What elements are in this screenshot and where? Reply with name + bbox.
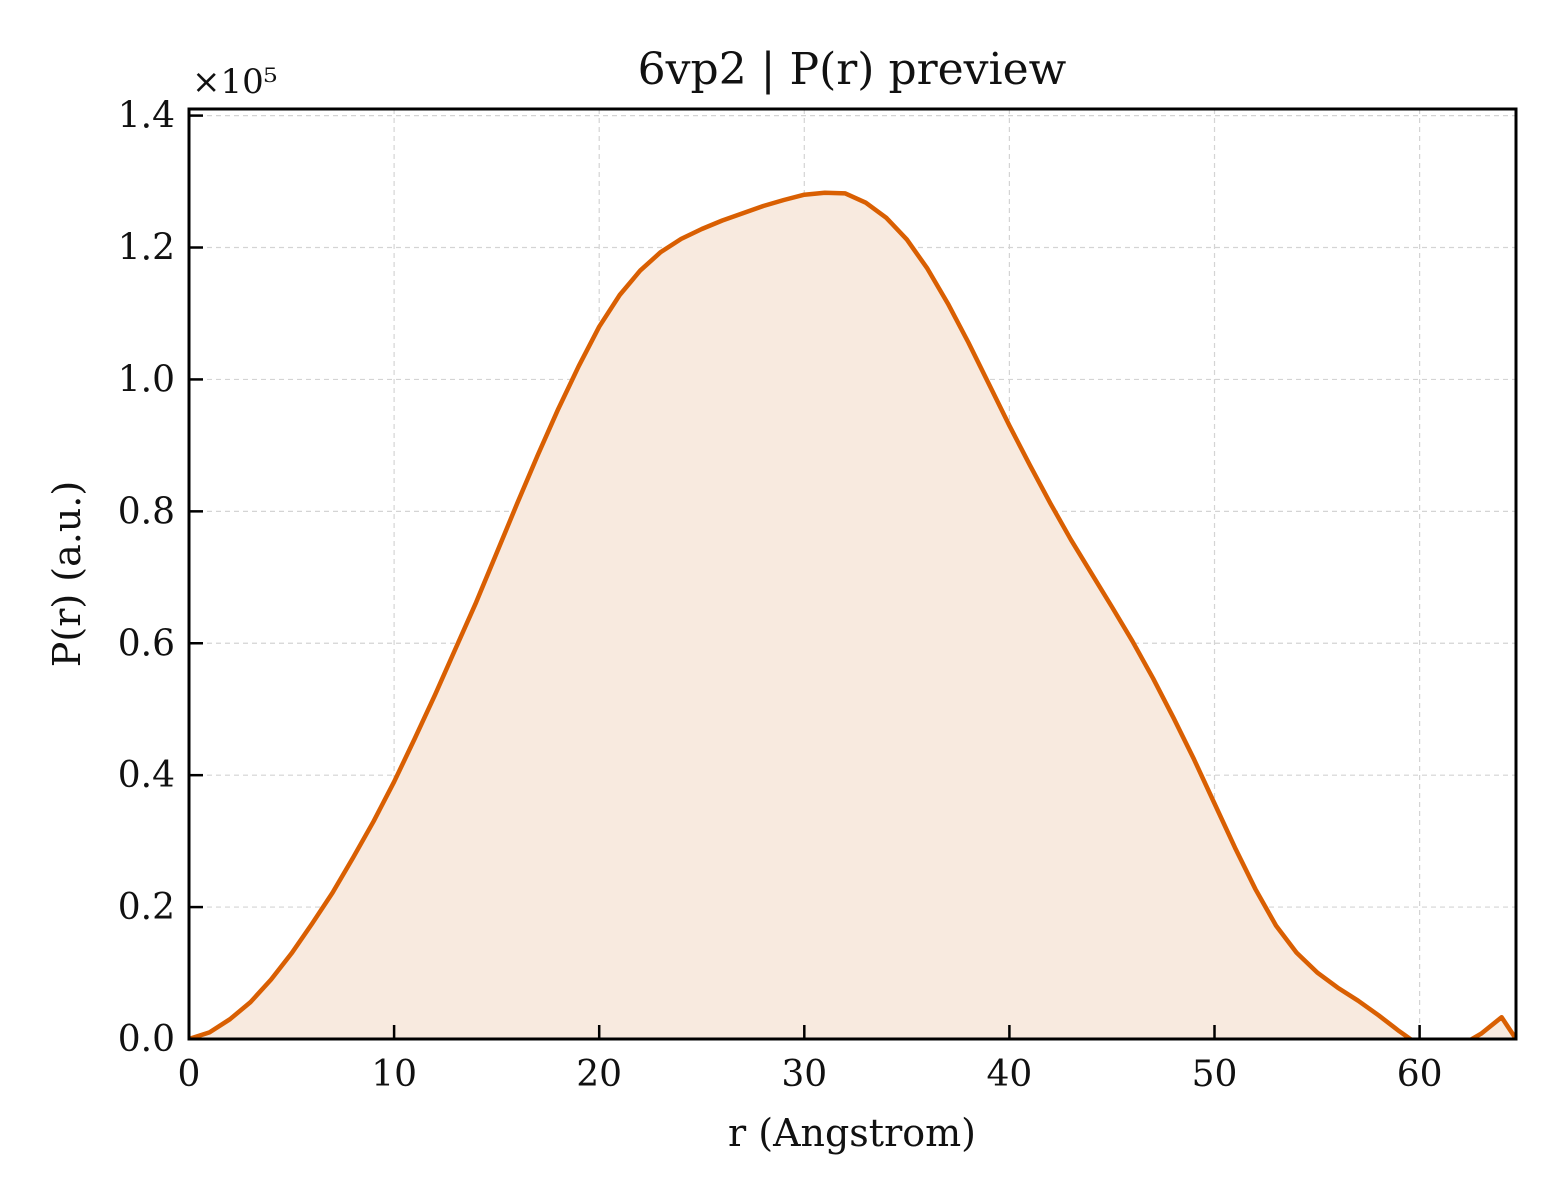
x-tick-label: 20 [576,1054,622,1095]
chart-title: 6vp2 | P(r) preview [638,44,1067,95]
plot-frame [187,107,1518,1041]
x-tick-label: 40 [986,1054,1032,1095]
axis-ticks: 0 10 20 30 40 50 60 0.0 0.2 0.4 0.6 0.8 1.0 1.2 1.4 [118,96,1443,1095]
x-axis-label: r (Angstrom) [728,1111,976,1155]
x-tick-label: 10 [371,1054,417,1095]
series-line [189,190,1516,1039]
y-tick-label: 1.0 [118,359,175,400]
x-tick-label: 50 [1192,1054,1238,1095]
y-tick-label: 0.4 [118,755,175,796]
y-tick-label: 0.0 [118,1019,175,1060]
x-tick-label: 0 [178,1054,201,1095]
y-tick-label: 0.8 [118,491,175,532]
y-tick-label: 0.6 [118,623,175,664]
x-tick-label: 30 [781,1054,827,1095]
y-axis-multiplier: ×10⁵ [192,62,277,102]
y-tick-label: 1.4 [118,96,175,137]
x-tick-label: 60 [1397,1054,1443,1095]
y-axis-label: P(r) (a.u.) [45,481,89,667]
y-tick-label: 1.2 [118,228,175,269]
y-tick-label: 0.2 [118,887,175,928]
area-fill [189,192,1516,1039]
